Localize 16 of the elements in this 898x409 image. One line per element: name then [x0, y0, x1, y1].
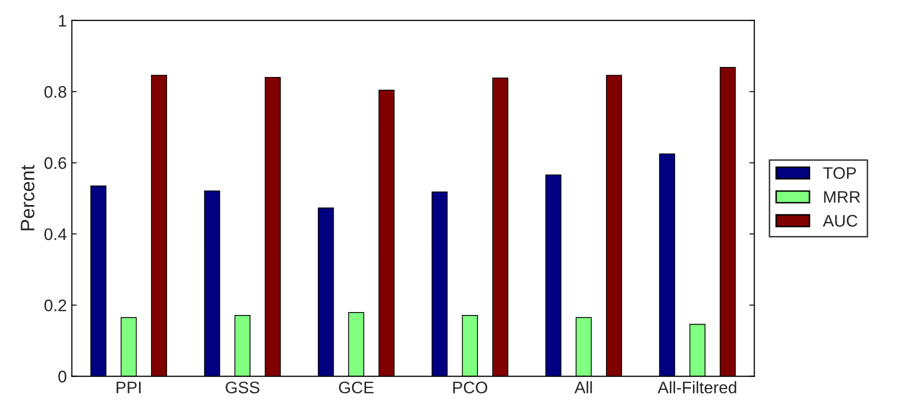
y-tick-label: 0: [58, 370, 66, 382]
x-tick-label: GCE: [338, 382, 374, 394]
y-tick-label: 0.6: [44, 157, 66, 169]
x-tick-label: GSS: [226, 382, 260, 394]
x-tick-label: PCO: [453, 382, 488, 394]
x-tick-label: All: [574, 381, 592, 394]
x-tick-label: All-Filtered: [658, 381, 736, 394]
y-axis-title: Percent: [20, 165, 34, 230]
x-tick-label: PPI: [116, 382, 141, 394]
legend-label: MRR: [824, 191, 860, 203]
y-tick-label: 0.2: [44, 300, 66, 312]
y-tick-label: 0.4: [44, 228, 66, 240]
y-tick-label: 0.8: [44, 86, 66, 98]
legend-label: AUC: [822, 214, 858, 227]
y-tick-label: 1: [58, 15, 66, 26]
legend-label: TOP: [823, 167, 856, 179]
